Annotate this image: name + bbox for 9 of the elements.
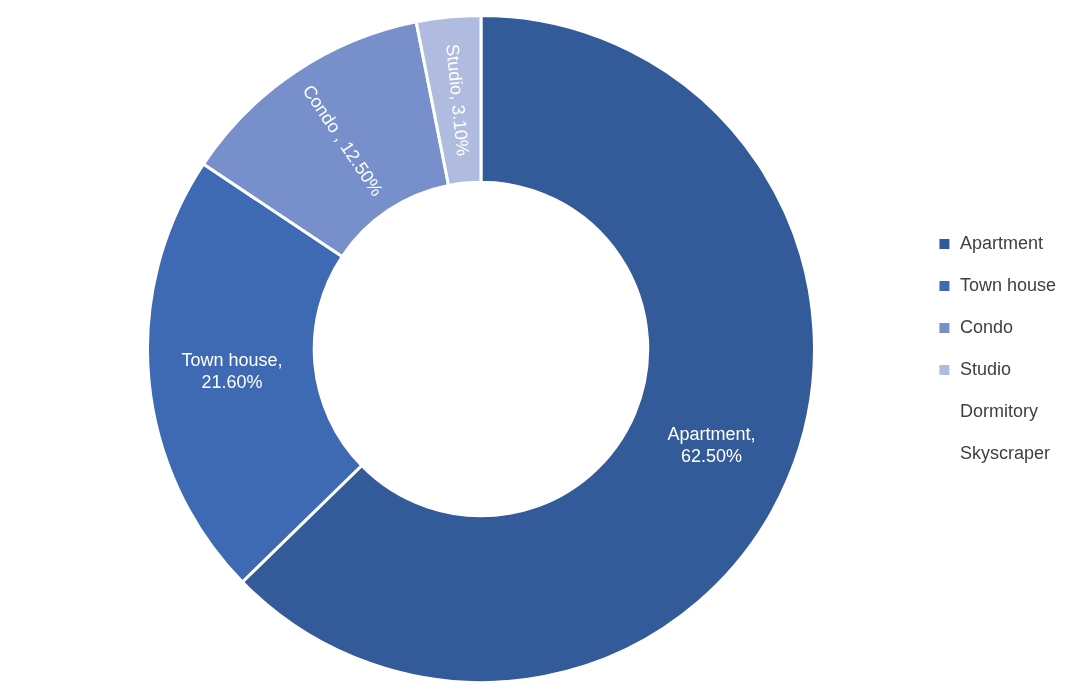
legend-label: Studio [959,358,1011,379]
category-label: Dormitory [959,400,1038,421]
legend-label: Apartment [959,232,1043,253]
data-label: Apartment, 62.50% [667,424,756,467]
legend-label: Condo [959,316,1013,337]
legend-label: Town house [959,274,1057,295]
category-label: Skyscraper [959,442,1050,463]
data-label: Town house, 21.60% [181,350,283,393]
data-label: Studio, 3.10% [442,43,474,157]
